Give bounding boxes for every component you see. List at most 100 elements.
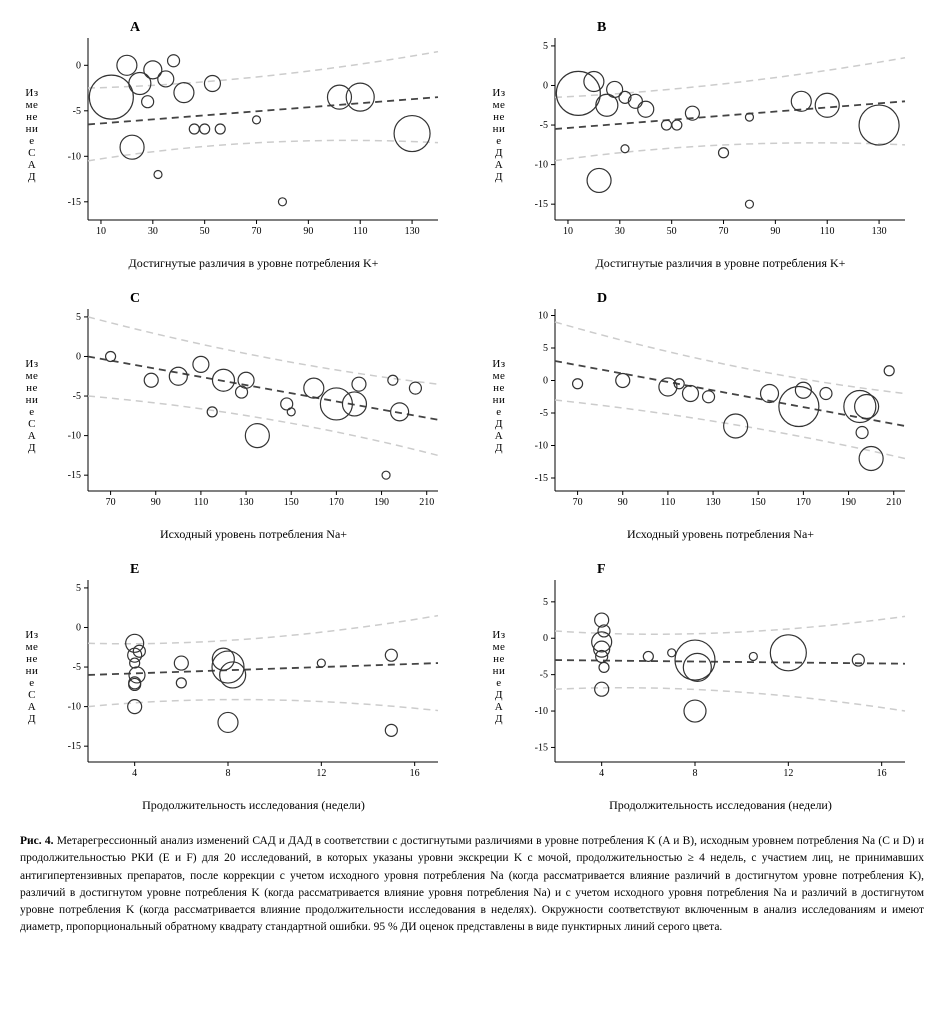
study-bubble — [643, 651, 653, 661]
svg-text:110: 110 — [353, 226, 368, 237]
bubble-chart: 7090110130150170190210-15-10-505 — [48, 291, 448, 521]
study-bubble — [320, 388, 352, 420]
svg-text:10: 10 — [538, 311, 548, 322]
study-bubble — [815, 93, 839, 117]
panel-B: BИзменениеДАД1030507090110130-15-10-505Д… — [487, 20, 924, 271]
svg-text:170: 170 — [329, 497, 344, 508]
svg-text:110: 110 — [661, 497, 676, 508]
study-bubble — [253, 116, 261, 124]
study-bubble — [584, 72, 604, 92]
panel-C: CИзменениеСАД7090110130150170190210-15-1… — [20, 291, 457, 542]
bubble-chart: 1030507090110130-15-10-50 — [48, 20, 448, 250]
study-bubble — [245, 424, 269, 448]
study-bubble — [174, 83, 194, 103]
svg-text:0: 0 — [543, 376, 548, 387]
study-bubble — [683, 653, 711, 681]
study-bubble — [820, 388, 832, 400]
svg-text:0: 0 — [76, 60, 81, 71]
x-axis-label: Продолжительность исследования (недели) — [487, 798, 924, 813]
svg-text:-15: -15 — [68, 741, 81, 752]
panel-F: FИзменениеДАД481216-15-10-505Продолжител… — [487, 562, 924, 813]
bubble-chart: 7090110130150170190210-15-10-50510 — [515, 291, 915, 521]
svg-text:150: 150 — [751, 497, 766, 508]
svg-text:110: 110 — [820, 226, 835, 237]
y-axis-label: ИзменениеСАД — [20, 358, 44, 455]
svg-text:5: 5 — [76, 312, 81, 323]
study-bubble — [749, 652, 757, 660]
study-bubble — [556, 71, 600, 115]
study-bubble — [795, 382, 811, 398]
svg-text:190: 190 — [374, 497, 389, 508]
panel-A: AИзменениеСАД1030507090110130-15-10-50До… — [20, 20, 457, 271]
study-bubble — [595, 682, 609, 696]
study-bubble — [745, 200, 753, 208]
panel-letter: F — [597, 562, 606, 578]
svg-text:0: 0 — [543, 633, 548, 644]
y-axis-label: ИзменениеДАД — [487, 629, 511, 726]
study-bubble — [668, 649, 676, 657]
svg-text:5: 5 — [76, 583, 81, 594]
svg-text:-10: -10 — [68, 431, 81, 442]
study-bubble — [144, 373, 158, 387]
svg-text:16: 16 — [410, 768, 420, 779]
svg-text:90: 90 — [303, 226, 313, 237]
svg-text:0: 0 — [76, 351, 81, 362]
svg-text:130: 130 — [706, 497, 721, 508]
study-bubble — [317, 659, 325, 667]
caption-text: Метарегрессионный анализ изменений САД и… — [20, 835, 924, 933]
svg-text:10: 10 — [96, 226, 106, 237]
svg-text:12: 12 — [316, 768, 326, 779]
study-bubble — [106, 351, 116, 361]
svg-text:-5: -5 — [73, 662, 81, 673]
svg-text:90: 90 — [618, 497, 628, 508]
study-bubble — [382, 471, 390, 479]
study-bubble — [587, 168, 611, 192]
svg-text:70: 70 — [252, 226, 262, 237]
panel-grid: AИзменениеСАД1030507090110130-15-10-50До… — [20, 20, 924, 813]
svg-text:-15: -15 — [535, 473, 548, 484]
study-bubble — [207, 407, 217, 417]
caption-prefix: Рис. 4. — [20, 835, 54, 847]
study-bubble — [142, 96, 154, 108]
study-bubble — [855, 395, 879, 419]
svg-text:70: 70 — [719, 226, 729, 237]
svg-text:-5: -5 — [540, 670, 548, 681]
study-bubble — [89, 75, 133, 119]
study-bubble — [352, 377, 366, 391]
study-bubble — [682, 386, 698, 402]
study-bubble — [409, 382, 421, 394]
panel-E: EИзменениеСАД481216-15-10-505Продолжител… — [20, 562, 457, 813]
study-bubble — [884, 366, 894, 376]
bubble-chart: 1030507090110130-15-10-505 — [515, 20, 915, 250]
study-bubble — [385, 649, 397, 661]
svg-text:-5: -5 — [73, 391, 81, 402]
svg-text:130: 130 — [872, 226, 887, 237]
study-bubble — [672, 120, 682, 130]
study-bubble — [169, 367, 187, 385]
bubble-chart: 481216-15-10-505 — [48, 562, 448, 792]
svg-text:210: 210 — [886, 497, 901, 508]
svg-text:-5: -5 — [73, 106, 81, 117]
svg-text:5: 5 — [543, 41, 548, 52]
study-bubble — [391, 403, 409, 421]
study-bubble — [144, 61, 162, 79]
svg-text:10: 10 — [563, 226, 573, 237]
svg-text:130: 130 — [405, 226, 420, 237]
study-bubble — [661, 120, 671, 130]
study-bubble — [193, 356, 209, 372]
y-axis-label: ИзменениеСАД — [20, 629, 44, 726]
study-bubble — [859, 447, 883, 471]
svg-text:-5: -5 — [540, 120, 548, 131]
svg-text:50: 50 — [667, 226, 677, 237]
study-bubble — [779, 387, 819, 427]
study-bubble — [856, 427, 868, 439]
y-axis-label: ИзменениеСАД — [20, 87, 44, 184]
x-axis-label: Продолжительность исследования (недели) — [20, 798, 457, 813]
x-axis-label: Исходный уровень потребления Na+ — [487, 527, 924, 542]
svg-text:0: 0 — [543, 80, 548, 91]
study-bubble — [200, 124, 210, 134]
study-bubble — [129, 73, 151, 95]
study-bubble — [120, 135, 144, 159]
study-bubble — [129, 667, 145, 683]
study-bubble — [607, 81, 623, 97]
